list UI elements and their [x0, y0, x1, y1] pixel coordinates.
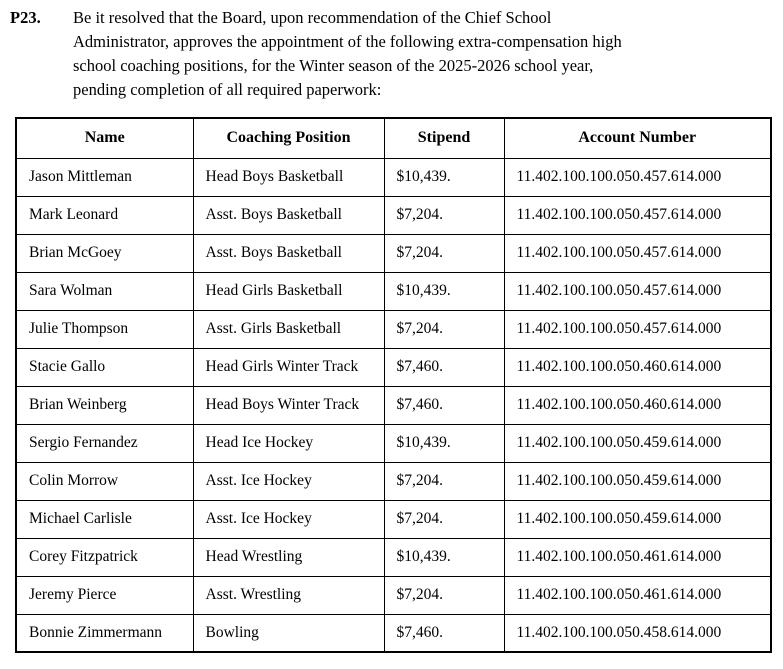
table-row: Jason Mittleman Head Boys Basketball $10,4…: [15, 157, 772, 197]
cell-position: Asst. Ice Hockey: [192, 499, 385, 539]
coaching-appointments-table: Name Coaching Position Stipend Account Numb…: [15, 117, 772, 653]
cell-stipend: $10,439.: [383, 271, 505, 311]
table-body: Jason Mittleman Head Boys Basketball $10,4…: [15, 157, 772, 653]
cell-name: Colin Morrow: [15, 461, 194, 501]
cell-stipend: $7,460.: [383, 347, 505, 387]
table-row: Bonnie Zimmermann Bowling $7,460. 11.402.10…: [15, 613, 772, 653]
resolution-text-line: pending completion of all required paper…: [73, 80, 382, 99]
cell-position: Head Girls Basketball: [192, 271, 385, 311]
table-row: Michael Carlisle Asst. Ice Hockey $7,204. 1…: [15, 499, 772, 539]
cell-name: Brian Weinberg: [15, 385, 194, 425]
cell-account: 11.402.100.100.050.457.614.000: [503, 157, 772, 197]
cell-name: Bonnie Zimmermann: [15, 613, 194, 653]
cell-account: 11.402.100.100.050.461.614.000: [503, 575, 772, 615]
cell-name: Jeremy Pierce: [15, 575, 194, 615]
cell-position: Head Wrestling: [192, 537, 385, 577]
cell-stipend: $7,204.: [383, 233, 505, 273]
table-row: Brian McGoey Asst. Boys Basketball $7,204.…: [15, 233, 772, 273]
cell-account: 11.402.100.100.050.461.614.000: [503, 537, 772, 577]
cell-name: Brian McGoey: [15, 233, 194, 273]
cell-name: Mark Leonard: [15, 195, 194, 235]
column-header-position: Coaching Position: [192, 117, 385, 159]
cell-position: Asst. Girls Basketball: [192, 309, 385, 349]
cell-name: Sara Wolman: [15, 271, 194, 311]
resolution-text-line: school coaching positions, for the Winte…: [73, 56, 594, 75]
cell-account: 11.402.100.100.050.457.614.000: [503, 309, 772, 349]
cell-position: Head Boys Winter Track: [192, 385, 385, 425]
cell-account: 11.402.100.100.050.457.614.000: [503, 195, 772, 235]
cell-name: Michael Carlisle: [15, 499, 194, 539]
table-row: Sergio Fernandez Head Ice Hockey $10,439. 1…: [15, 423, 772, 463]
cell-stipend: $7,204.: [383, 309, 505, 349]
cell-name: Stacie Gallo: [15, 347, 194, 387]
cell-position: Bowling: [192, 613, 385, 653]
column-header-stipend: Stipend: [383, 117, 505, 159]
cell-stipend: $7,204.: [383, 195, 505, 235]
cell-stipend: $7,204.: [383, 461, 505, 501]
table-row: Colin Morrow Asst. Ice Hockey $7,204. 11.40…: [15, 461, 772, 501]
resolution-text-line: Administrator, approves the appointment …: [73, 32, 622, 51]
table-header-row: Name Coaching Position Stipend Account Numb…: [15, 117, 772, 159]
cell-stipend: $10,439.: [383, 423, 505, 463]
resolution-paragraph: P23. Be it resolved that the Board, upon…: [0, 0, 783, 102]
cell-name: Julie Thompson: [15, 309, 194, 349]
resolution-number: P23.: [10, 8, 41, 27]
cell-position: Asst. Boys Basketball: [192, 195, 385, 235]
column-header-name: Name: [15, 117, 194, 159]
resolution-text: Be it resolved that the Board, upon reco…: [73, 6, 773, 102]
cell-stipend: $7,204.: [383, 499, 505, 539]
cell-account: 11.402.100.100.050.457.614.000: [503, 271, 772, 311]
cell-account: 11.402.100.100.050.459.614.000: [503, 499, 772, 539]
cell-position: Asst. Wrestling: [192, 575, 385, 615]
cell-account: 11.402.100.100.050.457.614.000: [503, 233, 772, 273]
cell-name: Corey Fitzpatrick: [15, 537, 194, 577]
cell-stipend: $7,460.: [383, 613, 505, 653]
cell-account: 11.402.100.100.050.460.614.000: [503, 347, 772, 387]
cell-stipend: $10,439.: [383, 157, 505, 197]
cell-position: Head Boys Basketball: [192, 157, 385, 197]
cell-position: Asst. Ice Hockey: [192, 461, 385, 501]
cell-name: Jason Mittleman: [15, 157, 194, 197]
cell-name: Sergio Fernandez: [15, 423, 194, 463]
table-row: Stacie Gallo Head Girls Winter Track $7,46…: [15, 347, 772, 387]
table-row: Julie Thompson Asst. Girls Basketball $7,2…: [15, 309, 772, 349]
cell-position: Head Girls Winter Track: [192, 347, 385, 387]
cell-position: Asst. Boys Basketball: [192, 233, 385, 273]
cell-account: 11.402.100.100.050.460.614.000: [503, 385, 772, 425]
table-row: Jeremy Pierce Asst. Wrestling $7,204. 11.40…: [15, 575, 772, 615]
cell-stipend: $7,460.: [383, 385, 505, 425]
table-row: Mark Leonard Asst. Boys Basketball $7,204.…: [15, 195, 772, 235]
cell-position: Head Ice Hockey: [192, 423, 385, 463]
column-header-account: Account Number: [503, 117, 772, 159]
cell-account: 11.402.100.100.050.459.614.000: [503, 423, 772, 463]
cell-account: 11.402.100.100.050.458.614.000: [503, 613, 772, 653]
table-row: Brian Weinberg Head Boys Winter Track $7,4…: [15, 385, 772, 425]
cell-stipend: $7,204.: [383, 575, 505, 615]
table-row: Sara Wolman Head Girls Basketball $10,439.…: [15, 271, 772, 311]
cell-stipend: $10,439.: [383, 537, 505, 577]
cell-account: 11.402.100.100.050.459.614.000: [503, 461, 772, 501]
table-row: Corey Fitzpatrick Head Wrestling $10,439. 1…: [15, 537, 772, 577]
resolution-text-line: Be it resolved that the Board, upon reco…: [73, 8, 552, 27]
